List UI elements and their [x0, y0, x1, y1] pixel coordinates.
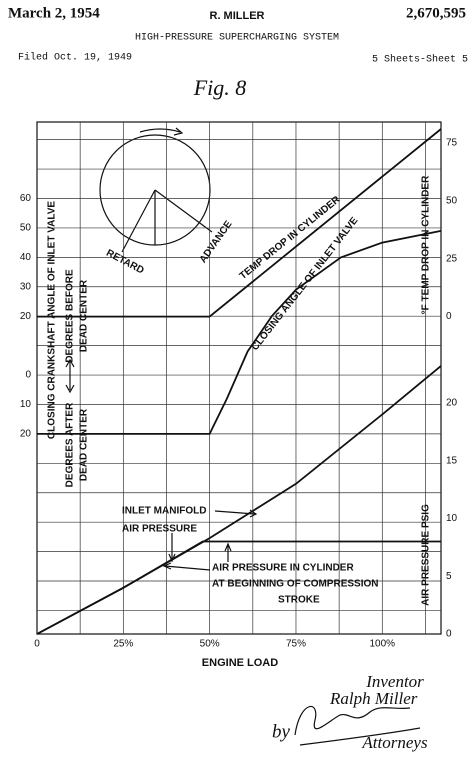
annotation: RETARD [104, 248, 145, 277]
y3-tick-label: 5 [446, 571, 452, 582]
x-axis-label: ENGINE LOAD [202, 657, 278, 669]
y2-tick-label: 50 [446, 195, 458, 206]
by: by [272, 721, 291, 742]
annotation: INLET MANIFOLD [122, 506, 206, 517]
pointer [162, 562, 211, 571]
x-tick-label: 50% [200, 639, 220, 650]
y-sublabel: DEGREES AFTER [65, 402, 76, 487]
crank-diagram [99, 127, 213, 253]
y3-tick-label: 15 [446, 455, 458, 466]
y3-tick-label: 20 [446, 397, 458, 408]
y-axis-label: CLOSING CRANKSHAFT ANGLE OF INLET VALVE [47, 201, 58, 439]
inventor-label: Inventor [365, 672, 424, 691]
inventor: R. MILLER [210, 10, 265, 22]
annotation: CLOSING ANGLE OF INLET VALVE [250, 215, 361, 353]
y-tick-label: 0 [25, 370, 31, 381]
figure-title: Fig. 8 [193, 75, 247, 100]
attorneys: Attorneys [361, 733, 428, 752]
direction-arrow [65, 358, 75, 394]
series-line [37, 128, 442, 318]
filed: Filed Oct. 19, 1949 [18, 52, 132, 64]
y-tick-label: 60 [20, 193, 32, 204]
y3-tick-label: 0 [446, 629, 452, 640]
patent-title: HIGH-PRESSURE SUPERCHARGING SYSTEM [135, 33, 339, 44]
annotation: AIR PRESSURE [122, 524, 197, 535]
annotation: STROKE [278, 595, 320, 606]
signature [294, 705, 421, 746]
series-line [36, 540, 441, 635]
y-tick-label: 30 [20, 281, 32, 292]
pointer [224, 542, 232, 562]
y-sublabel: DEAD CENTER [79, 279, 90, 352]
y3-tick-label: 10 [446, 513, 458, 524]
y-tick-label: 10 [20, 399, 32, 410]
series-line [37, 230, 442, 435]
sheets: 5 Sheets-Sheet 5 [372, 54, 468, 66]
y2-tick-label: 75 [446, 137, 458, 148]
x-tick-label: 0 [34, 639, 40, 650]
series-line [36, 365, 442, 635]
inventor-name: Ralph Miller [329, 689, 418, 708]
y-tick-label: 20 [20, 429, 32, 440]
y-tick-label: 20 [20, 311, 32, 322]
annotation: TEMP DROP IN CYLINDER [238, 194, 343, 282]
patent-number: 2,670,595 [406, 5, 466, 21]
annotation: AIR PRESSURE IN CYLINDER [212, 563, 354, 574]
date: March 2, 1954 [8, 5, 100, 21]
pointer [168, 533, 176, 563]
x-tick-label: 25% [113, 639, 133, 650]
x-tick-label: 100% [370, 639, 396, 650]
y2-axis-label: °F TEMP DROP IN CYLINDER [421, 175, 432, 314]
plot-frame [36, 121, 442, 635]
y-tick-label: 50 [20, 223, 32, 234]
y-sublabel: DEAD CENTER [79, 408, 90, 481]
y3-axis-label: AIR PRESSURE PSIG [421, 504, 432, 606]
pointer [214, 509, 258, 518]
y2-tick-label: 0 [446, 311, 452, 322]
y-tick-label: 40 [20, 252, 32, 263]
y2-tick-label: 25 [446, 253, 458, 264]
annotation: AT BEGINNING OF COMPRESSION [212, 579, 379, 590]
x-tick-label: 75% [286, 639, 306, 650]
